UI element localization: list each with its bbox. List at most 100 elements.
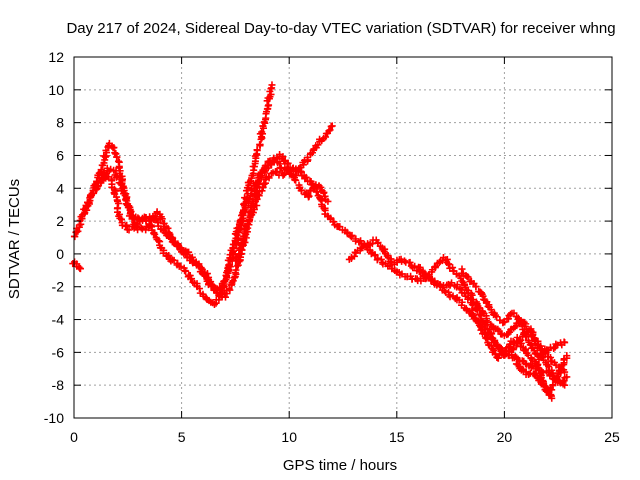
data-point [494, 354, 502, 362]
data-point [411, 262, 419, 270]
y-axis-label: SDTVAR / TECUs [6, 179, 23, 299]
series-track-d [92, 164, 330, 301]
data-point [561, 339, 569, 347]
data-point [268, 81, 276, 89]
data-point [76, 265, 84, 273]
data-point [481, 330, 489, 338]
x-tick-label: 20 [497, 429, 513, 445]
data-point [226, 263, 234, 271]
data-point [297, 186, 305, 194]
data-point [522, 333, 530, 341]
y-tick-label: -4 [52, 312, 65, 328]
y-tick-label: -8 [52, 377, 65, 393]
data-point [305, 192, 313, 200]
data-point [232, 266, 240, 274]
chart-title: Day 217 of 2024, Sidereal Day-to-day VTE… [66, 20, 615, 37]
x-tick-label: 10 [281, 429, 297, 445]
axis-ticks: 0 5 10 15 20 25 -10 -8 -6 -4 -2 0 2 4 6 8 10 12 [44, 49, 620, 445]
data-point [482, 334, 490, 342]
data-point [539, 381, 547, 389]
data-point [472, 283, 480, 291]
data-point [137, 224, 145, 232]
y-tick-label: 2 [56, 213, 64, 229]
data-point [121, 189, 129, 197]
data-point [280, 170, 288, 178]
series-track-e [232, 150, 569, 386]
data-point [233, 262, 241, 270]
data-point [317, 183, 325, 191]
data-point [93, 182, 101, 190]
data-point [114, 199, 122, 207]
data-point [265, 101, 273, 109]
data-point [228, 278, 236, 286]
data-point [325, 127, 333, 135]
data-point [550, 345, 558, 352]
data-point [195, 285, 203, 293]
series-track-g [415, 254, 568, 374]
data-point [563, 352, 571, 360]
y-tick-label: 4 [56, 180, 64, 196]
y-tick-label: -2 [52, 279, 65, 295]
data-point [312, 188, 320, 196]
x-tick-label: 15 [389, 429, 405, 445]
data-point [302, 173, 310, 181]
data-point [258, 128, 266, 136]
data-point [555, 366, 563, 374]
data-point [477, 326, 485, 334]
data-point [475, 319, 483, 327]
data-point [386, 258, 394, 266]
data-point [238, 239, 246, 247]
data-point [279, 171, 287, 179]
data-point [327, 214, 335, 222]
data-point [320, 189, 328, 197]
data-point [200, 270, 208, 278]
data-point [185, 248, 193, 256]
data-point [357, 237, 365, 245]
y-tick-label: 8 [56, 115, 64, 131]
data-point [145, 220, 153, 228]
data-point [545, 362, 553, 370]
data-point [207, 282, 215, 290]
data-point [367, 250, 375, 258]
data-point [177, 263, 185, 271]
data-point [182, 267, 190, 275]
data-point [221, 293, 229, 301]
y-tick-label: 0 [56, 246, 64, 262]
data-point [400, 257, 408, 265]
data-point [234, 261, 242, 269]
data-point [324, 197, 332, 205]
data-point [507, 310, 515, 318]
data-point [142, 214, 150, 222]
data-point [549, 382, 557, 390]
y-tick-label: 6 [56, 147, 64, 163]
data-point [75, 263, 83, 271]
data-point [229, 249, 237, 257]
data-point [253, 146, 261, 154]
data-point [348, 231, 356, 239]
data-point [111, 149, 119, 157]
data-point [326, 126, 334, 134]
data-points [69, 81, 571, 402]
data-point [256, 141, 264, 149]
data-point [309, 180, 317, 188]
data-point [542, 387, 550, 395]
data-point [188, 275, 196, 283]
data-point [242, 230, 250, 238]
series-track-b [70, 84, 276, 308]
data-point [112, 167, 120, 175]
data-point [98, 174, 106, 182]
data-point [529, 344, 537, 352]
data-point [113, 153, 121, 161]
data-point [441, 287, 449, 295]
x-tick-label: 25 [604, 429, 620, 445]
data-point [529, 330, 537, 338]
data-point [292, 176, 300, 184]
y-tick-label: 12 [48, 49, 64, 65]
data-point [125, 226, 133, 234]
y-tick-label: -10 [44, 410, 64, 426]
data-point [254, 177, 262, 185]
data-point [225, 285, 233, 293]
data-point [328, 122, 336, 130]
data-point [561, 381, 569, 389]
